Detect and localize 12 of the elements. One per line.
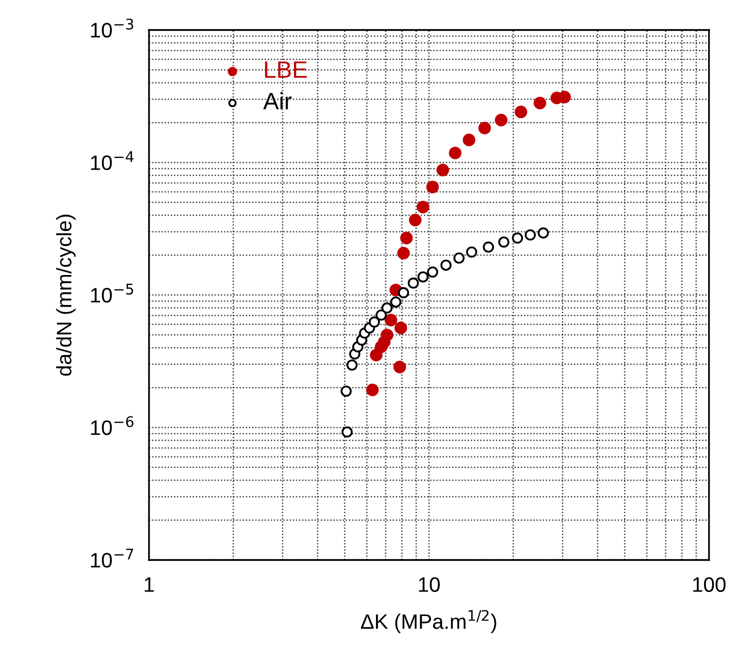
x-axis-title: ΔK (MPa.m$^{1/2}$) xyxy=(360,610,496,634)
y-tick-label: 10$^{−4}$ xyxy=(91,151,134,170)
y-tick-label: 10$^{−6}$ xyxy=(91,416,134,436)
y-tick-label: 10$^{−3}$ xyxy=(91,18,134,38)
legend-label: LBE xyxy=(265,62,307,78)
x-tick-label: 1 xyxy=(144,577,154,592)
y-tick-label: 10$^{−5}$ xyxy=(91,284,134,303)
x-tick-label: 100 xyxy=(693,577,726,592)
y-axis-title: da/dN (mm/cycle) xyxy=(56,214,76,376)
legend-label: Air xyxy=(263,92,292,110)
x-tick-label: 10 xyxy=(419,577,440,592)
y-tick-label: 10$^{−7}$ xyxy=(91,548,134,568)
